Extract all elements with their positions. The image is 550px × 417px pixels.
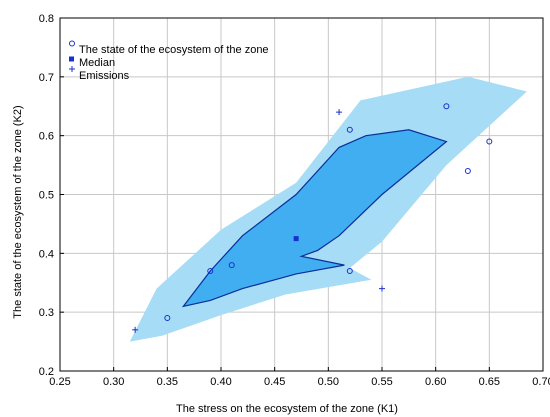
x-tick-label: 0.55	[371, 376, 392, 388]
x-tick-label: 0.50	[318, 376, 339, 388]
data-points	[132, 103, 493, 333]
x-tick-label: 0.45	[264, 376, 285, 388]
confidence-regions	[129, 76, 527, 342]
x-tick-label: 0.40	[210, 376, 231, 388]
axis-ticks: 0.25 0.30 0.35 0.40 0.45 0.50 0.55 0.60 0.65 0.7 0…	[39, 13, 550, 388]
state-point	[346, 267, 353, 274]
legend-square-icon	[69, 56, 74, 62]
legend: The state of the ecosystem of the zone M…	[69, 40, 269, 82]
state-point	[164, 315, 171, 322]
inner-region	[181, 129, 448, 308]
emission-point	[132, 326, 139, 333]
y-tick-label: 0.2	[39, 366, 54, 378]
x-tick-label: 0.30	[103, 376, 124, 388]
state-point	[207, 267, 214, 274]
y-tick-label: 0.5	[39, 190, 54, 202]
x-tick-label: 0.35	[157, 376, 178, 388]
x-tick-label: 0.70	[532, 376, 550, 388]
legend-plus-icon	[69, 66, 75, 72]
state-point	[228, 262, 235, 269]
legend-label-emissions: Emissions	[79, 70, 130, 82]
state-point	[443, 103, 450, 110]
y-tick-label: 0.3	[39, 307, 54, 319]
x-axis-label: The stress on the ecosystem of the zone …	[176, 403, 398, 415]
median-point	[293, 236, 299, 242]
y-tick-label: 0.6	[39, 131, 54, 143]
x-tick-label: 0.60	[425, 376, 446, 388]
y-tick-label: 0.8	[39, 13, 54, 25]
emission-point	[379, 285, 385, 292]
y-axis-label: The state of the ecosystem of the zone (…	[12, 105, 24, 318]
state-point	[486, 138, 493, 145]
legend-label-state: The state of the ecosystem of the zone	[79, 44, 269, 56]
y-tick-label: 0.7	[39, 72, 54, 84]
state-point	[464, 167, 471, 174]
x-tick-label: 0.25	[49, 376, 70, 388]
x-tick-label: 0.65	[479, 376, 500, 388]
legend-label-median: Median	[79, 57, 115, 69]
emission-point	[336, 109, 343, 116]
legend-circle-icon	[69, 40, 75, 47]
y-tick-label: 0.4	[39, 248, 54, 260]
state-point	[346, 126, 353, 133]
